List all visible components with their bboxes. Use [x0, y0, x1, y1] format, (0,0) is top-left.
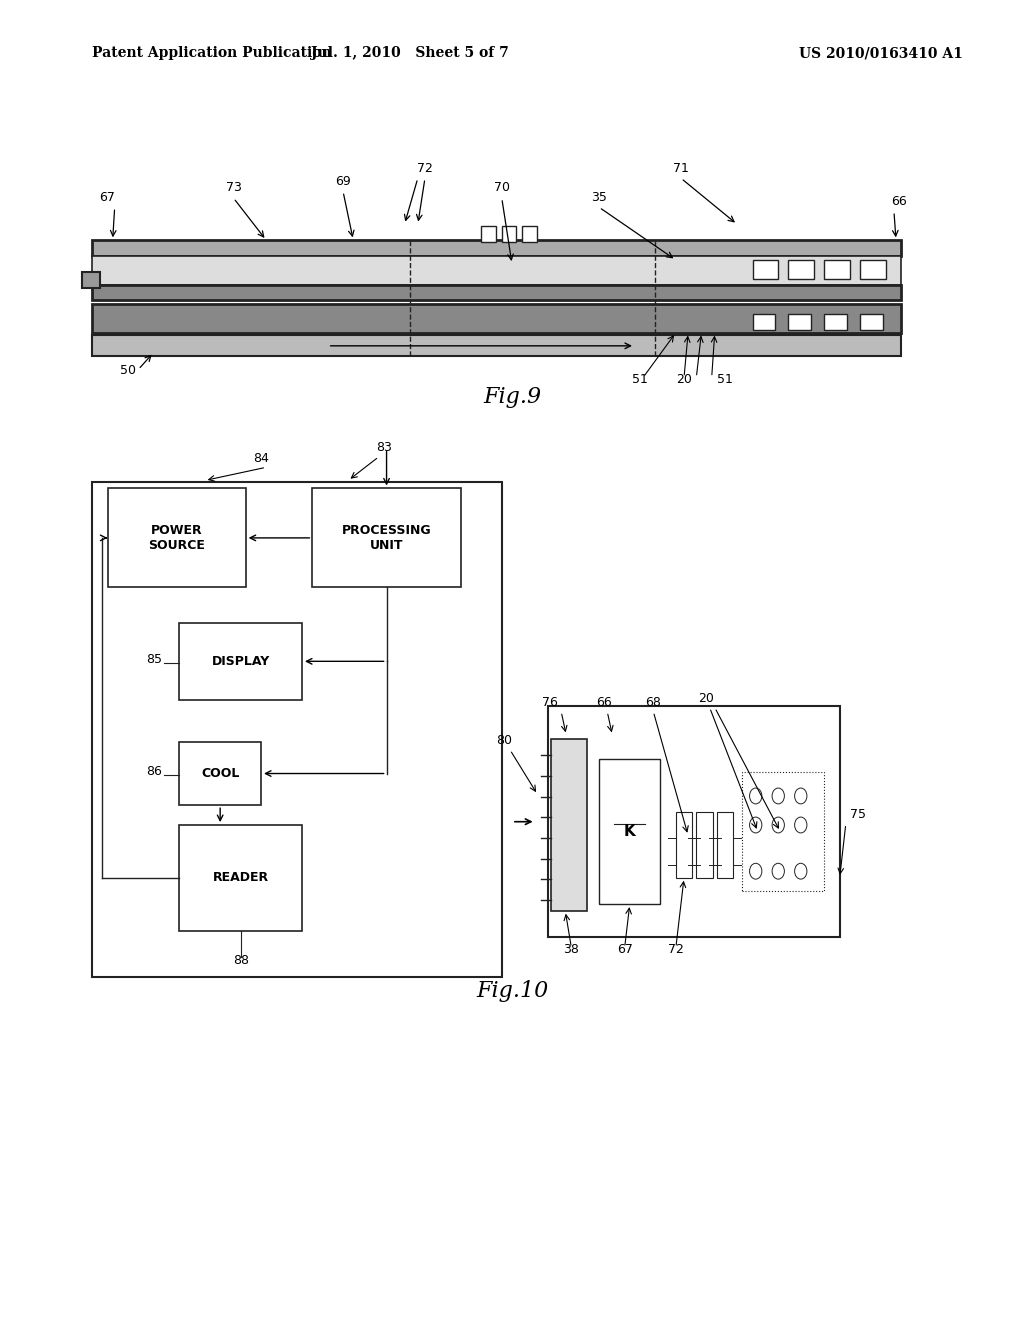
- Text: K: K: [624, 824, 636, 840]
- Bar: [824, 260, 850, 279]
- Text: 66: 66: [596, 696, 612, 709]
- Text: 71: 71: [673, 161, 689, 174]
- Bar: [179, 825, 302, 931]
- Bar: [742, 772, 824, 891]
- Bar: [522, 226, 537, 242]
- Bar: [676, 812, 692, 878]
- Text: 75: 75: [850, 808, 866, 821]
- Text: 69: 69: [335, 174, 351, 187]
- Text: 85: 85: [145, 652, 162, 665]
- Bar: [696, 812, 713, 878]
- Text: Jul. 1, 2010   Sheet 5 of 7: Jul. 1, 2010 Sheet 5 of 7: [310, 46, 509, 61]
- Bar: [788, 260, 814, 279]
- Text: 38: 38: [563, 942, 580, 956]
- Text: 84: 84: [253, 451, 269, 465]
- Text: 67: 67: [616, 942, 633, 956]
- Bar: [92, 285, 901, 300]
- Text: 35: 35: [591, 190, 607, 203]
- Text: 86: 86: [145, 764, 162, 777]
- Text: Patent Application Publication: Patent Application Publication: [92, 46, 332, 61]
- Bar: [753, 260, 778, 279]
- Bar: [92, 482, 502, 977]
- Bar: [502, 226, 516, 242]
- Bar: [312, 488, 461, 587]
- Bar: [860, 314, 883, 330]
- Bar: [82, 272, 100, 288]
- Text: Fig.10: Fig.10: [476, 979, 548, 1002]
- Text: READER: READER: [213, 871, 268, 884]
- Bar: [481, 226, 496, 242]
- Bar: [92, 256, 901, 285]
- Text: 76: 76: [542, 696, 558, 709]
- Text: 83: 83: [376, 441, 392, 454]
- Text: Fig.9: Fig.9: [483, 385, 541, 408]
- Text: 66: 66: [891, 194, 906, 207]
- Bar: [92, 335, 901, 356]
- Bar: [717, 812, 733, 878]
- Text: 67: 67: [99, 190, 116, 203]
- Text: 50: 50: [120, 363, 136, 376]
- Bar: [179, 742, 261, 805]
- Text: 73: 73: [225, 181, 242, 194]
- Text: PROCESSING
UNIT: PROCESSING UNIT: [342, 524, 431, 552]
- Text: 80: 80: [496, 734, 512, 747]
- Text: US 2010/0163410 A1: US 2010/0163410 A1: [799, 46, 963, 61]
- Bar: [599, 759, 660, 904]
- Bar: [824, 314, 847, 330]
- Text: 20: 20: [676, 372, 692, 385]
- Bar: [788, 314, 811, 330]
- Bar: [860, 260, 886, 279]
- Text: 88: 88: [232, 953, 249, 966]
- Bar: [551, 739, 587, 911]
- Text: DISPLAY: DISPLAY: [212, 655, 269, 668]
- Text: 51: 51: [717, 372, 733, 385]
- Bar: [92, 240, 901, 256]
- Text: 70: 70: [494, 181, 510, 194]
- Bar: [108, 488, 246, 587]
- Bar: [753, 314, 775, 330]
- Text: 72: 72: [417, 161, 433, 174]
- Text: 72: 72: [668, 942, 684, 956]
- Text: COOL: COOL: [201, 767, 240, 780]
- Bar: [92, 304, 901, 333]
- Bar: [548, 706, 840, 937]
- Text: 20: 20: [698, 692, 715, 705]
- Text: POWER
SOURCE: POWER SOURCE: [148, 524, 205, 552]
- Bar: [179, 623, 302, 700]
- Text: 68: 68: [645, 696, 662, 709]
- Text: 51: 51: [632, 372, 648, 385]
